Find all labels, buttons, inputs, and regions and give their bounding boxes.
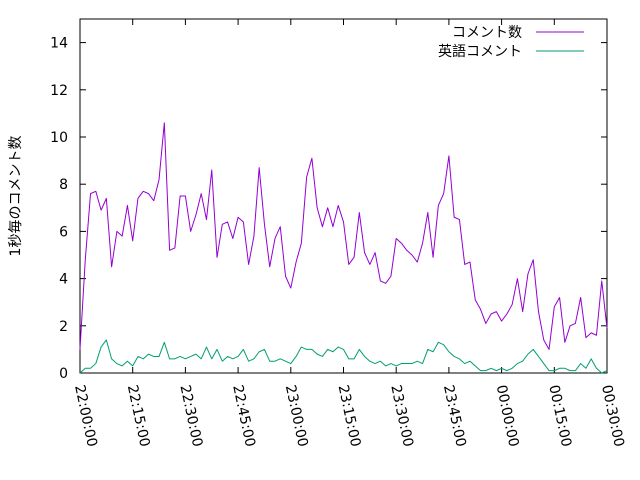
y-tick-label: 6	[59, 224, 68, 240]
x-tick-label: 00:15:00	[545, 384, 574, 449]
x-tick-label: 22:00:00	[71, 384, 100, 449]
x-tick-label: 23:30:00	[387, 384, 416, 449]
legend-label-1: 英語コメント	[438, 43, 522, 60]
y-tick-label: 8	[59, 177, 68, 193]
y-tick-label: 12	[50, 83, 68, 99]
x-tick-label: 00:30:00	[598, 384, 627, 449]
x-tick-label: 22:15:00	[124, 384, 153, 449]
x-tick-label: 22:30:00	[176, 384, 205, 449]
x-tick-label: 23:15:00	[335, 384, 364, 449]
series-line-0	[79, 122, 608, 350]
y-tick-label: 4	[59, 272, 68, 288]
x-tick-label: 23:45:00	[440, 384, 469, 449]
x-tick-label: 23:00:00	[282, 384, 311, 449]
plot-frame	[79, 18, 608, 374]
y-axis-label: 1秒毎のコメント数	[8, 136, 24, 257]
series-line-1	[79, 339, 608, 374]
y-tick-label: 10	[50, 130, 68, 146]
y-tick-label: 14	[50, 36, 68, 52]
y-tick-label: 0	[59, 366, 68, 382]
x-tick-label: 00:00:00	[493, 384, 522, 449]
y-tick-label: 2	[59, 319, 68, 335]
legend-label-0: コメント数	[452, 25, 522, 41]
x-tick-label: 22:45:00	[229, 384, 258, 449]
